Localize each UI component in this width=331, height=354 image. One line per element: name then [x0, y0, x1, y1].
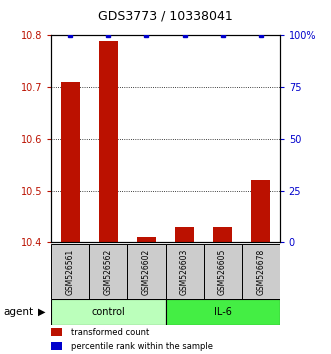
Text: GSM526678: GSM526678	[256, 249, 265, 295]
Bar	[51, 299, 166, 325]
Text: percentile rank within the sample: percentile rank within the sample	[71, 342, 213, 350]
Text: GSM526561: GSM526561	[66, 249, 75, 295]
Bar	[204, 244, 242, 299]
Text: GSM526562: GSM526562	[104, 249, 113, 295]
Text: agent: agent	[3, 307, 33, 317]
Text: GSM526602: GSM526602	[142, 249, 151, 295]
Text: GDS3773 / 10338041: GDS3773 / 10338041	[98, 10, 233, 22]
Bar	[51, 342, 62, 350]
Bar	[175, 227, 194, 242]
Text: transformed count: transformed count	[71, 328, 149, 337]
Bar	[127, 244, 166, 299]
Bar	[251, 181, 270, 242]
Text: ▶: ▶	[38, 307, 46, 317]
Bar	[89, 244, 127, 299]
Bar	[99, 41, 118, 242]
Text: control: control	[92, 307, 125, 317]
Text: GSM526605: GSM526605	[218, 249, 227, 295]
Bar	[242, 244, 280, 299]
Bar	[166, 299, 280, 325]
Bar	[166, 244, 204, 299]
Bar	[51, 329, 62, 336]
Text: IL-6: IL-6	[213, 307, 232, 317]
Text: GSM526603: GSM526603	[180, 249, 189, 295]
Bar	[51, 244, 89, 299]
Bar	[137, 237, 156, 242]
Bar	[61, 82, 80, 242]
Bar	[213, 227, 232, 242]
